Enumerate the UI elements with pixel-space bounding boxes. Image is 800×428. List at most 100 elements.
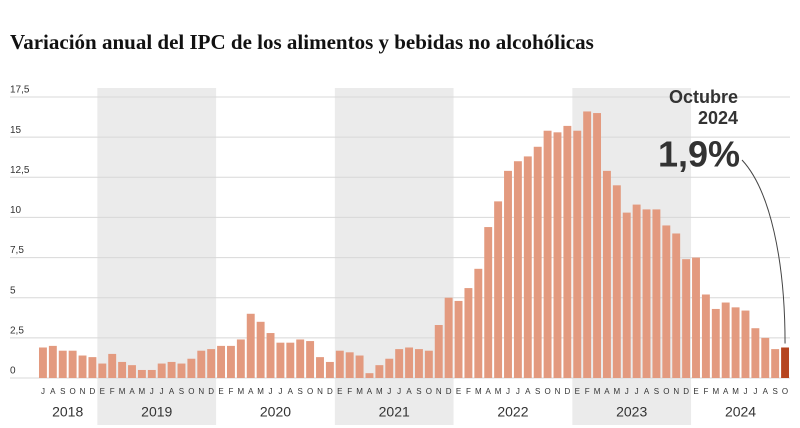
x-tick-label: M xyxy=(712,387,719,396)
bar xyxy=(68,350,77,378)
bar xyxy=(246,313,255,378)
x-tick-label: N xyxy=(317,387,323,396)
x-tick-label: E xyxy=(337,387,342,396)
x-tick-label: S xyxy=(772,387,777,396)
bar xyxy=(266,333,275,378)
x-tick-label: D xyxy=(327,387,333,396)
bar xyxy=(405,347,414,378)
bar xyxy=(355,355,364,378)
y-tick-label: 0 xyxy=(10,366,16,377)
x-tick-label: M xyxy=(257,387,264,396)
x-tick-label: J xyxy=(506,387,510,396)
bar xyxy=(424,350,433,378)
x-tick-label: J xyxy=(625,387,629,396)
x-tick-label: J xyxy=(41,387,45,396)
bar xyxy=(711,308,720,378)
x-tick-label: M xyxy=(594,387,601,396)
x-tick-label: A xyxy=(604,387,610,396)
x-tick-label: A xyxy=(288,387,294,396)
x-tick-label: M xyxy=(119,387,126,396)
bar xyxy=(157,363,166,378)
bar xyxy=(375,365,384,378)
x-tick-label: O xyxy=(188,387,194,396)
annotation-line xyxy=(741,159,786,344)
bar xyxy=(306,341,315,378)
bar xyxy=(365,373,374,378)
bar xyxy=(128,365,136,378)
bar xyxy=(701,294,710,378)
x-tick-label: J xyxy=(397,387,401,396)
bar xyxy=(771,349,780,378)
x-tick-label: S xyxy=(535,387,540,396)
year-band xyxy=(572,88,692,425)
bar xyxy=(177,363,186,378)
x-tick-label: J xyxy=(635,387,639,396)
bar xyxy=(523,156,532,378)
x-tick-label: A xyxy=(169,387,175,396)
bar xyxy=(751,328,760,378)
x-tick-label: E xyxy=(100,387,105,396)
x-tick-label: F xyxy=(229,387,234,396)
y-tick-label: 15 xyxy=(10,125,22,136)
x-tick-label: O xyxy=(663,387,669,396)
bar xyxy=(761,337,770,378)
bar xyxy=(682,259,691,378)
year-label: 2020 xyxy=(260,404,291,420)
x-tick-label: N xyxy=(80,387,86,396)
y-tick-label: 5 xyxy=(10,285,16,296)
x-tick-label: J xyxy=(150,387,154,396)
x-tick-label: N xyxy=(673,387,679,396)
bar xyxy=(602,170,611,378)
bar xyxy=(78,355,87,378)
year-label: 2021 xyxy=(379,404,410,420)
x-tick-label: S xyxy=(179,387,184,396)
bar xyxy=(88,357,97,378)
bar xyxy=(692,257,700,378)
x-tick-label: D xyxy=(564,387,570,396)
x-tick-label: S xyxy=(298,387,303,396)
bar xyxy=(652,209,661,378)
bar xyxy=(484,227,493,378)
y-tick-label: 17,5 xyxy=(10,85,30,96)
x-tick-label: D xyxy=(446,387,452,396)
year-label: 2023 xyxy=(616,404,647,420)
bar xyxy=(781,347,790,378)
bar xyxy=(414,349,423,378)
annotation: Octubre xyxy=(669,87,738,107)
x-tick-label: M xyxy=(495,387,502,396)
bar xyxy=(137,369,146,378)
x-tick-label: A xyxy=(763,387,769,396)
bar xyxy=(632,204,641,378)
x-tick-label: A xyxy=(723,387,729,396)
x-tick-label: S xyxy=(416,387,421,396)
bar xyxy=(444,297,453,378)
bar xyxy=(464,288,473,378)
x-tick-label: S xyxy=(60,387,65,396)
bar xyxy=(563,125,572,378)
y-tick-label: 7,5 xyxy=(10,245,24,256)
year-label: 2024 xyxy=(725,404,756,420)
x-tick-label: F xyxy=(585,387,590,396)
x-tick-label: J xyxy=(753,387,757,396)
x-tick-label: J xyxy=(743,387,747,396)
bar xyxy=(276,342,285,378)
x-tick-label: M xyxy=(732,387,739,396)
year-label: 2019 xyxy=(141,404,172,420)
x-tick-label: A xyxy=(248,387,254,396)
x-tick-label: O xyxy=(70,387,76,396)
x-tick-label: J xyxy=(278,387,282,396)
bar xyxy=(118,361,127,378)
bar xyxy=(98,363,107,378)
bar xyxy=(662,225,671,378)
bar xyxy=(622,212,631,378)
year-band xyxy=(97,88,217,425)
y-tick-label: 2,5 xyxy=(10,325,24,336)
bar xyxy=(197,350,206,378)
bar xyxy=(38,347,47,378)
chart-title: Variación anual del IPC de los alimentos… xyxy=(10,30,594,54)
bar xyxy=(593,113,602,379)
bar xyxy=(642,209,651,378)
bar xyxy=(345,352,354,378)
x-tick-label: A xyxy=(129,387,135,396)
